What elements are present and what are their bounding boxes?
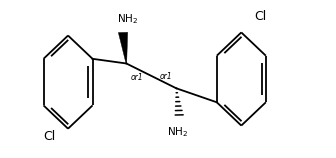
Text: Cl: Cl <box>255 10 267 23</box>
Text: or1: or1 <box>130 73 143 82</box>
Text: NH$_2$: NH$_2$ <box>167 126 188 139</box>
Text: NH$_2$: NH$_2$ <box>118 12 138 26</box>
Text: Cl: Cl <box>44 130 56 143</box>
Text: or1: or1 <box>160 72 172 81</box>
Polygon shape <box>118 32 128 64</box>
